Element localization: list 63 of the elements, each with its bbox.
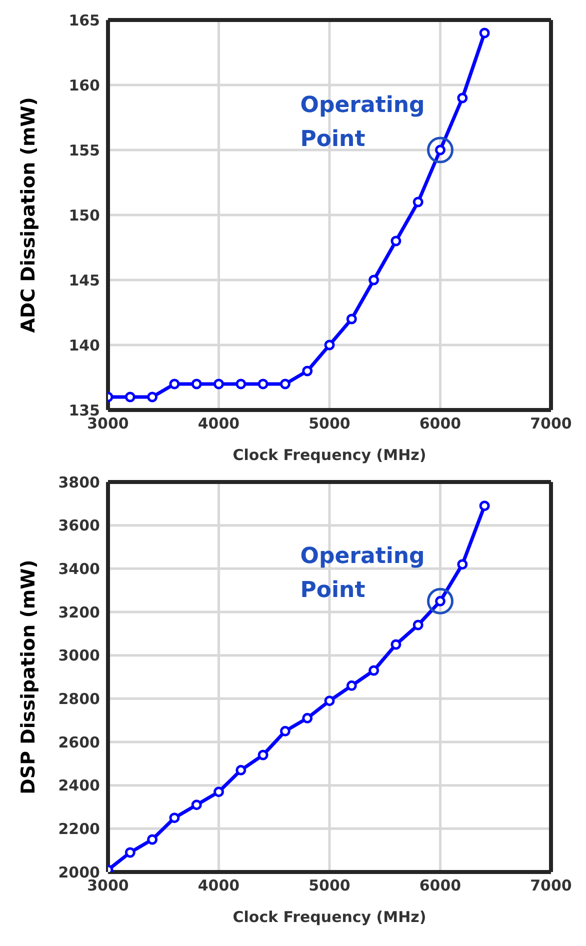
y-tick-label: 140 [68,336,100,354]
point [390,639,402,650]
point [390,236,402,246]
annotation: Operating Point [300,93,425,152]
point [258,378,268,390]
x-tick-label: 3000 [87,414,129,433]
y-tick-label: 3400 [58,560,100,578]
x-axis-title: Clock Frequency (MHz) [232,446,426,464]
annotation: Operating Point [300,544,425,604]
point [236,764,246,776]
y-tick-label: 3800 [58,473,100,492]
y-tick-label: 165 [68,11,100,30]
y-tick-label: 2400 [58,776,100,795]
y-tick-label: 150 [68,206,100,224]
x-tick-label: 6000 [419,414,462,433]
x-tick-label: 5000 [308,876,350,895]
point [412,620,424,630]
y-tick-label: 160 [68,76,100,94]
y-tick-label: 3000 [58,646,100,665]
x-tick-label: 3000 [87,876,129,895]
point [479,500,490,512]
x-tick-label: 4000 [198,876,240,895]
point [124,392,136,402]
point [346,314,357,324]
point [346,680,357,691]
x-tick-label: 4000 [198,414,240,433]
point [302,712,313,724]
y-tick-label: 3200 [58,603,100,622]
y-tick-label: 3600 [58,516,100,535]
point [280,378,290,390]
point [191,378,202,390]
point [457,559,468,570]
point [169,378,180,390]
point [324,340,335,350]
point [324,696,335,706]
point [368,274,380,286]
y-tick-label: 155 [68,141,100,160]
y-tick-label: 2200 [58,820,100,838]
y-tick-label: 145 [68,271,100,290]
x-tick-label: 5000 [308,414,350,433]
point [412,196,424,208]
point [147,834,158,845]
y-tick-label: 2800 [58,690,100,708]
point [236,378,246,390]
x-tick-label: 7000 [530,876,572,895]
y-axis-title: ADC Dissipation (mW) [18,97,40,333]
point [479,28,490,38]
y-tick-label: 2600 [58,733,100,752]
point [368,665,380,676]
point [280,726,290,736]
point [302,366,313,376]
point [258,750,268,760]
point [191,800,202,810]
point [124,847,136,858]
point [214,786,224,798]
y-axis-title: DSP Dissipation (mW) [18,560,40,794]
point [214,378,224,390]
point [457,92,468,104]
x-axis-title: Clock Frequency (MHz) [232,908,426,926]
point [169,812,180,824]
x-tick-label: 7000 [530,414,572,433]
x-tick-label: 6000 [419,876,462,895]
point [147,392,158,402]
